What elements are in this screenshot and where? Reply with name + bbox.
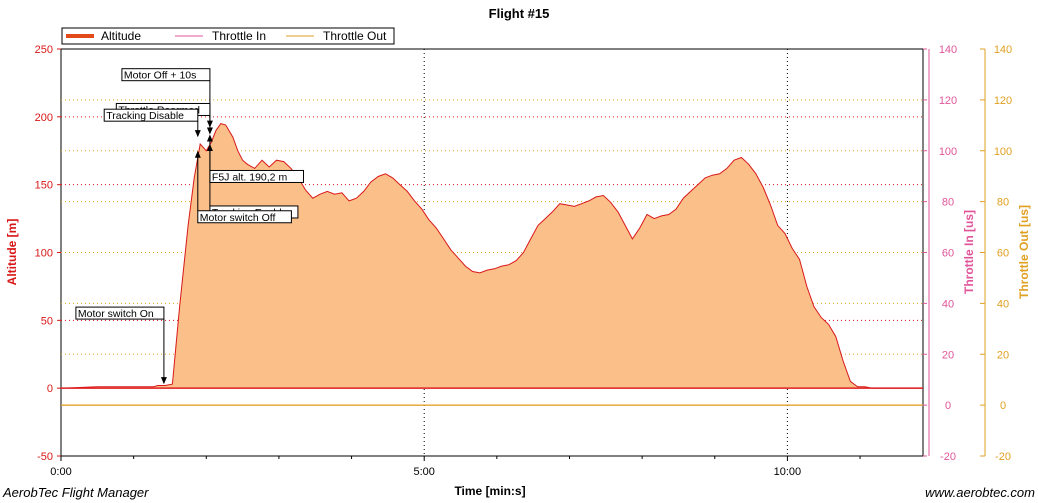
y-tick-label-altitude: 50: [41, 315, 53, 327]
footer-app-name: AerobTec Flight Manager: [2, 485, 149, 500]
legend-swatch-altitude: [66, 34, 94, 38]
altitude-line: [60, 123, 923, 389]
y-tick-label-throttle-in: 20: [942, 349, 954, 361]
y-tick-label-throttle-in: 0: [945, 400, 951, 412]
y-tick-label-throttle-in: 80: [942, 197, 954, 209]
legend-label-throttle-out: Throttle Out: [323, 29, 387, 43]
y-tick-label-throttle-out: 0: [1000, 400, 1006, 412]
y-tick-label-altitude: 250: [35, 44, 53, 56]
y-tick-label-altitude: 200: [35, 112, 53, 124]
y-tick-label-throttle-out: 60: [997, 248, 1009, 260]
annotation-box: [121, 68, 211, 82]
y-tick-label-throttle-in: 40: [942, 298, 954, 310]
legend: Altitude Throttle In Throttle Out: [61, 27, 395, 45]
annotation-label: Tracking Disable: [106, 110, 184, 122]
series-layer: [60, 123, 923, 406]
y-tick-label-throttle-out: 20: [997, 349, 1009, 361]
annotation-arrow: [194, 130, 201, 138]
y-tick-label-altitude: 150: [35, 180, 53, 192]
x-tick-label: 10:00: [774, 466, 802, 478]
y-tick-label-altitude: 0: [47, 383, 53, 395]
y-tick-label-throttle-in: 120: [939, 95, 957, 107]
annotation-arrow: [160, 377, 167, 385]
y-tick-label-altitude: 100: [35, 248, 53, 260]
altitude-area: [61, 123, 923, 389]
annotation-label: Motor switch On: [78, 308, 154, 320]
x-tick-label: 5:00: [413, 466, 434, 478]
y-tick-label-throttle-out: -20: [995, 451, 1011, 463]
y-tick-label-throttle-in: 60: [942, 248, 954, 260]
x-tick-label: 0:00: [50, 466, 71, 478]
annotation-label: Motor Off + 10s: [124, 70, 196, 82]
annotation-box: [197, 210, 292, 224]
annotation-arrow: [206, 134, 213, 142]
annotation-box: [103, 108, 199, 122]
annotation-label: Motor switch Off: [200, 212, 276, 224]
y-axis-label-throttle-out: Throttle Out [us]: [1017, 205, 1031, 299]
y-tick-label-throttle-out: 120: [994, 95, 1012, 107]
legend-label-throttle-in: Throttle In: [212, 29, 266, 43]
axes: -50 0 50 100 150 200 250 -20 -20 0 0 20 20 40 40 60 60 80…: [35, 44, 1013, 478]
y-tick-label-throttle-out: 40: [997, 298, 1009, 310]
annotation-label: F5J alt. 190,2 m: [212, 171, 288, 183]
y-tick-label-throttle-in: 100: [939, 146, 957, 158]
footer-website: www.aerobtec.com: [925, 485, 1035, 500]
chart-title: Flight #15: [489, 6, 550, 21]
annotation-arrow: [194, 150, 201, 158]
y-tick-label-throttle-out: 100: [994, 146, 1012, 158]
y-tick-label-throttle-out: 80: [997, 197, 1009, 209]
y-tick-label-throttle-in: -20: [940, 451, 956, 463]
annotation-arrow: [206, 143, 213, 151]
annotation-arrow: [206, 127, 213, 135]
x-axis-label: Time [min:s]: [454, 484, 525, 498]
y-axis-label-altitude: Altitude [m]: [5, 219, 19, 286]
legend-box: [61, 27, 395, 45]
y-tick-label-throttle-in: 140: [939, 44, 957, 56]
legend-label-altitude: Altitude: [101, 29, 141, 43]
annotation-box: [75, 306, 165, 320]
y-tick-label-altitude: -50: [37, 451, 53, 463]
y-tick-label-throttle-out: 140: [994, 44, 1012, 56]
y-axis-label-throttle-in: Throttle In [us]: [962, 210, 976, 294]
